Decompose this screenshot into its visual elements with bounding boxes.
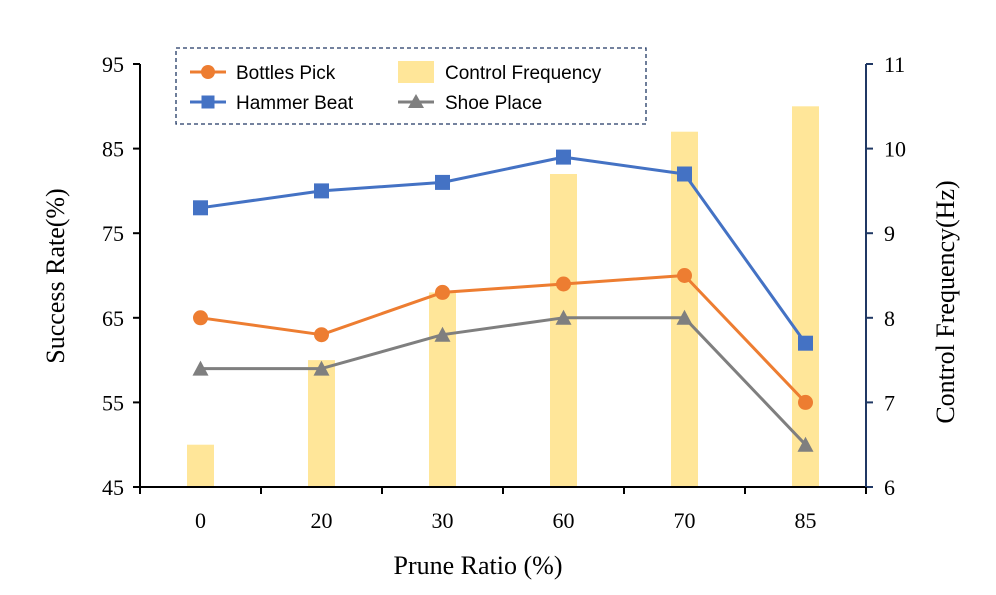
point-hammer-beat-0	[193, 200, 208, 216]
bar-control-frequency-20	[308, 360, 335, 487]
legend-swatch-control-frequency	[398, 61, 434, 83]
bar-control-frequency-85	[792, 106, 819, 488]
ticks-layer: 45 55 65 75 85 95 6 7 8 9 10 11 0 20 30 60 70 85	[102, 52, 906, 533]
x-axis-title: Prune Ratio (%)	[394, 551, 563, 580]
point-hammer-beat-20	[314, 183, 329, 199]
point-bottles-pick-85	[798, 394, 813, 410]
y-axis-title-left: Success Rate(%)	[41, 188, 70, 363]
bar-control-frequency-0	[187, 444, 214, 487]
point-shoe-place-20	[313, 360, 330, 376]
legend-box	[175, 47, 647, 125]
bar-control-frequency-70	[671, 131, 698, 487]
line-bottles-pick	[200, 274, 807, 404]
point-hammer-beat-30	[435, 174, 450, 190]
legend-item-shoe-place: Shoe Place	[398, 93, 542, 114]
legend-label-hammer-beat: Hammer Beat	[236, 93, 354, 114]
point-shoe-place-85	[797, 436, 814, 452]
bar-control-frequency-60	[550, 174, 577, 487]
legend-label-shoe-place: Shoe Place	[445, 93, 542, 114]
legend-item-control-frequency: Control Frequency	[398, 61, 602, 84]
line-hammer-beat	[200, 155, 807, 345]
legend-item-hammer-beat: Hammer Beat	[190, 93, 354, 114]
point-bottles-pick-60	[556, 276, 571, 292]
x-tick-label-20: 20	[311, 508, 333, 533]
y-tick-label-right-9: 9	[884, 221, 895, 246]
line-shoe-place	[200, 316, 807, 446]
x-tick-label-85: 85	[795, 508, 817, 533]
y-tick-label-right-10: 10	[884, 137, 906, 162]
x-tick-label-0: 0	[195, 508, 206, 533]
legend-marker-bottles-pick	[201, 65, 215, 79]
point-hammer-beat-85	[798, 335, 813, 351]
point-shoe-place-30	[434, 326, 451, 342]
point-bottles-pick-70	[677, 268, 692, 283]
bars-layer	[187, 106, 819, 488]
x-tick-label-30: 30	[432, 508, 454, 533]
bar-control-frequency-30	[429, 292, 456, 487]
y-tick-label-left-95: 95	[102, 52, 124, 77]
y-tick-label-right-6: 6	[884, 475, 895, 500]
y-tick-label-left-85: 85	[102, 137, 124, 162]
lines-layer	[192, 149, 814, 452]
point-shoe-place-60	[555, 309, 572, 325]
legend-item-bottles-pick: Bottles Pick	[190, 63, 336, 84]
legend-marker-hammer-beat	[201, 95, 215, 109]
point-shoe-place-70	[676, 309, 693, 325]
point-shoe-place-0	[192, 360, 209, 376]
legend-label-control-frequency: Control Frequency	[445, 63, 602, 84]
point-bottles-pick-30	[435, 284, 450, 300]
y-axis-title-right: Control Frequency(Hz)	[931, 180, 960, 423]
point-bottles-pick-0	[193, 310, 208, 326]
y-tick-label-left-65: 65	[102, 306, 124, 331]
point-bottles-pick-20	[314, 327, 329, 343]
point-hammer-beat-60	[556, 149, 571, 165]
legend-marker-shoe-place	[408, 94, 424, 108]
y-tick-label-right-7: 7	[884, 390, 895, 415]
legend-label-bottles-pick: Bottles Pick	[236, 63, 336, 84]
y-tick-label-right-11: 11	[884, 52, 905, 77]
y-tick-label-left-45: 45	[102, 475, 124, 500]
x-tick-label-60: 60	[553, 508, 575, 533]
legend: Bottles Pick Control Frequency Hammer Be…	[175, 47, 647, 125]
x-tick-label-70: 70	[674, 508, 696, 533]
point-hammer-beat-70	[677, 166, 692, 182]
y-tick-label-left-55: 55	[102, 390, 124, 415]
y-tick-label-right-8: 8	[884, 306, 895, 331]
y-tick-label-left-75: 75	[102, 221, 124, 246]
